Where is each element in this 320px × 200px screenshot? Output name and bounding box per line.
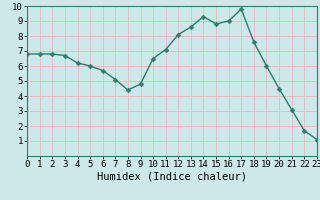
X-axis label: Humidex (Indice chaleur): Humidex (Indice chaleur) [97,172,247,182]
